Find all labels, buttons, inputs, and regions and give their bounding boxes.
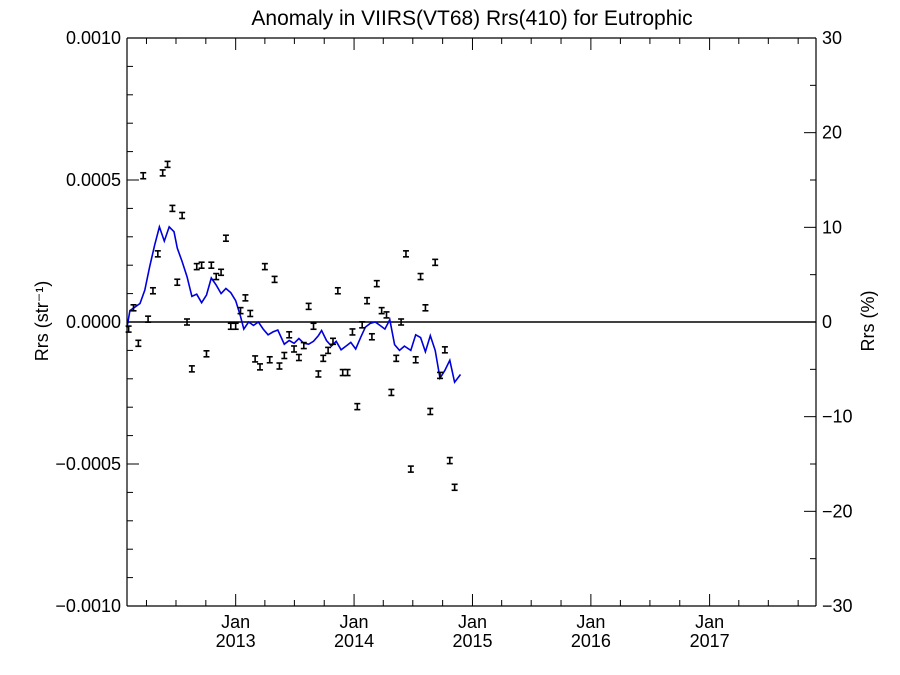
y-left-tick-label: −0.0010 xyxy=(55,596,121,616)
data-point xyxy=(154,250,161,258)
data-point xyxy=(383,311,390,319)
smooth-line xyxy=(126,224,462,385)
x-tick-label-year: 2015 xyxy=(452,631,492,651)
data-point xyxy=(354,402,361,411)
data-point xyxy=(222,234,229,243)
y-right-tick-label: 10 xyxy=(822,217,842,237)
data-point xyxy=(407,465,414,473)
x-tick-label-month: Jan xyxy=(695,612,724,632)
data-point xyxy=(218,268,225,277)
data-point xyxy=(135,339,142,348)
data-point xyxy=(208,261,215,270)
data-point xyxy=(315,370,322,378)
data-point xyxy=(329,337,336,346)
data-point xyxy=(271,275,278,284)
data-point xyxy=(193,262,200,271)
data-point xyxy=(242,294,249,302)
data-point xyxy=(295,353,302,362)
data-point xyxy=(393,354,400,363)
data-point xyxy=(305,302,312,311)
data-point xyxy=(174,278,181,287)
data-point xyxy=(364,296,371,305)
y-left-tick-label: −0.0005 xyxy=(55,454,121,474)
x-tick-label-year: 2016 xyxy=(571,631,611,651)
data-point xyxy=(398,318,405,326)
data-point xyxy=(373,279,380,288)
data-point xyxy=(378,306,385,315)
data-point xyxy=(149,286,156,295)
data-point xyxy=(179,211,186,220)
chart-title: Anomaly in VIIRS(VT68) Rrs(410) for Eutr… xyxy=(251,7,692,30)
data-point xyxy=(130,303,137,312)
data-point xyxy=(412,355,419,364)
data-point xyxy=(441,346,448,354)
data-point xyxy=(359,321,366,329)
data-point xyxy=(446,456,453,465)
data-point xyxy=(310,322,317,331)
data-point xyxy=(417,272,424,281)
data-point xyxy=(437,371,444,380)
y-right-tick-label: −30 xyxy=(822,596,853,616)
data-point xyxy=(266,355,273,364)
tick-labels: 0.0010 0.0005 0.0000 −0.0005 −0.0010 30 20 10 0 −… xyxy=(55,28,852,651)
y-right-tick-label: 30 xyxy=(822,28,842,48)
data-point xyxy=(388,388,395,397)
y-right-tick-label: −10 xyxy=(822,407,853,427)
x-tick-label-year: 2017 xyxy=(690,631,730,651)
x-tick-label-month: Jan xyxy=(340,612,369,632)
data-point xyxy=(427,407,434,416)
tick-marks xyxy=(127,37,816,607)
x-tick-label-year: 2014 xyxy=(334,631,374,651)
data-point xyxy=(334,286,341,295)
data-point xyxy=(300,341,307,350)
data-point xyxy=(261,262,268,271)
data-point xyxy=(422,303,429,312)
x-tick-label-year: 2013 xyxy=(216,631,256,651)
data-point xyxy=(252,355,259,363)
x-tick-label-month: Jan xyxy=(458,612,487,632)
data-point xyxy=(320,354,327,363)
data-point xyxy=(256,363,263,371)
data-point xyxy=(325,346,332,355)
data-point xyxy=(164,160,171,169)
data-point xyxy=(227,322,234,331)
data-point xyxy=(339,368,346,377)
x-tick-label-month: Jan xyxy=(576,612,605,632)
y-left-tick-label: 0.0000 xyxy=(66,312,121,332)
data-point xyxy=(368,332,375,341)
data-point xyxy=(349,328,356,336)
y-left-tick-label: 0.0010 xyxy=(66,28,121,48)
y-axis-label-left: Rrs (str⁻¹) xyxy=(32,281,52,361)
y-right-tick-label: 0 xyxy=(822,312,832,332)
data-point xyxy=(169,204,176,213)
data-point xyxy=(159,169,166,177)
y-right-tick-label: −20 xyxy=(822,501,853,521)
data-point xyxy=(140,171,147,180)
data-point xyxy=(198,261,205,270)
data-point xyxy=(451,483,458,492)
y-left-tick-label: 0.0005 xyxy=(66,170,121,190)
data-point xyxy=(286,330,293,339)
data-point xyxy=(344,368,351,377)
data-point xyxy=(232,322,239,331)
data-point xyxy=(281,351,288,360)
data-point xyxy=(237,306,244,315)
data-point xyxy=(203,350,210,358)
data-point xyxy=(247,309,254,318)
y-right-tick-label: 20 xyxy=(822,123,842,143)
data-point xyxy=(432,258,439,267)
data-points xyxy=(125,160,458,492)
data-point xyxy=(145,315,152,323)
data-point xyxy=(291,345,298,353)
x-tick-label-month: Jan xyxy=(221,612,250,632)
data-point xyxy=(276,362,283,370)
data-point xyxy=(184,318,191,326)
data-point xyxy=(213,272,220,281)
y-axis-label-right: Rrs (%) xyxy=(858,291,878,352)
data-point xyxy=(402,250,409,258)
smooth-line-series xyxy=(126,224,462,385)
data-point xyxy=(188,365,195,373)
